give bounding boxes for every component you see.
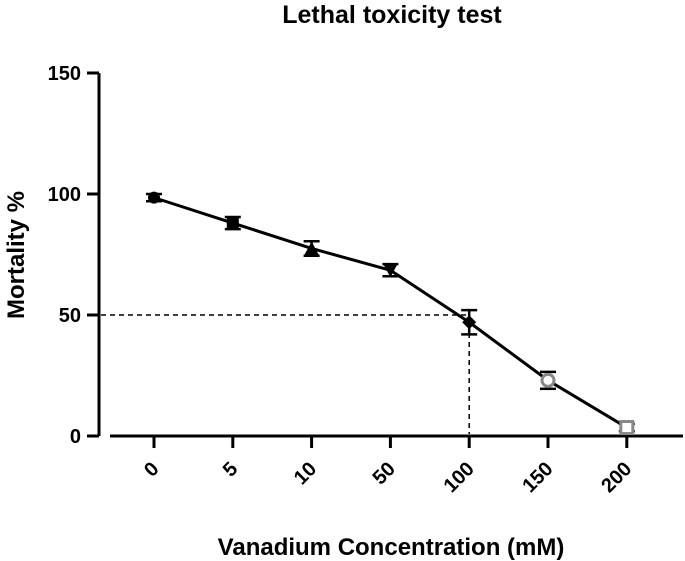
data-point (148, 191, 160, 204)
data-point (619, 420, 635, 436)
x-axis-label: Vanadium Concentration (mM) (218, 534, 565, 561)
y-tick-label: 0 (70, 426, 81, 448)
chart-title: Lethal toxicity test (282, 1, 502, 29)
y-tick-label: 150 (48, 63, 81, 85)
y-tick-label: 100 (48, 184, 81, 206)
data-point (383, 264, 398, 278)
x-tick-label: 5 (219, 458, 242, 481)
x-tick-label: 150 (518, 458, 557, 497)
y-tick-label: 50 (59, 305, 81, 327)
x-tick-label: 200 (597, 458, 636, 497)
data-point (304, 241, 319, 255)
data-point (226, 217, 239, 230)
series-line (153, 196, 628, 429)
x-tick-label: 0 (140, 458, 163, 481)
y-axis-label: Mortality % (3, 191, 30, 319)
data-point (462, 315, 477, 330)
data-point (540, 372, 556, 388)
plot-area: 0 50 100 150 0 5 10 50 100 150 200 (48, 63, 683, 497)
x-tick-label: 50 (369, 458, 400, 489)
x-tick-label: 100 (440, 458, 479, 497)
x-tick-label: 10 (290, 458, 321, 489)
